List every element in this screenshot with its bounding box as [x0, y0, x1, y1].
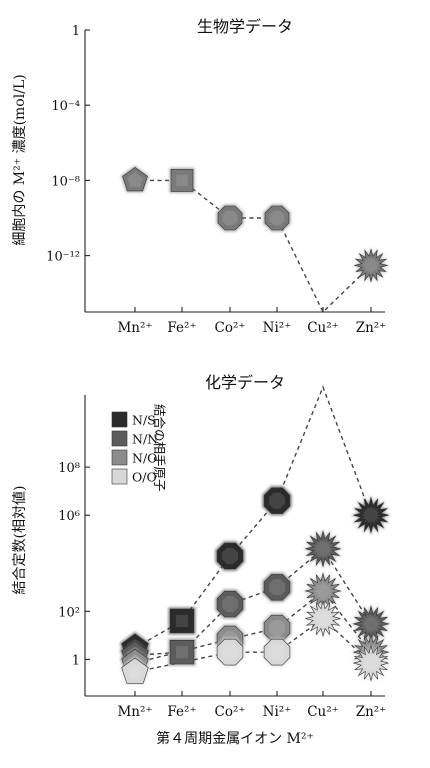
bio-x-ticks: Mn²⁺ Fe²⁺ Co²⁺ Ni²⁺ Cu²⁺ Zn²⁺ [117, 307, 386, 336]
chem-legend: 結合の相手原子 N/S N/N N/O O/O [111, 404, 167, 492]
y-tick-label: 10⁻⁴ [51, 99, 80, 114]
legend-swatch [111, 468, 128, 485]
shared-xlabel: 第４周期金属イオン M²⁺ [156, 730, 314, 747]
data-point-n-n-1 [168, 638, 196, 666]
chem-ylabel: 結合定数(相対値) [12, 486, 28, 595]
data-point-n-o-3 [262, 613, 292, 644]
data-point-bio-1 [169, 167, 195, 194]
x-tick-label: Cu²⁺ [307, 704, 339, 720]
data-point-n-n-2 [215, 589, 245, 619]
data-point-n-s-3 [262, 485, 292, 516]
series-line-bio [135, 179, 372, 314]
y-tick-label: 10⁶ [58, 509, 80, 524]
x-tick-label: Ni²⁺ [263, 320, 292, 336]
data-point-n-s-1 [168, 607, 196, 635]
data-point-o-o-3 [262, 637, 292, 668]
data-point-n-n-5 [350, 603, 392, 645]
legend-label: O/O [132, 470, 157, 485]
bio-markers [120, 165, 390, 285]
y-tick-label: 1 [72, 24, 80, 39]
chem-title: 化学データ [205, 373, 285, 392]
chem-y-ticks: 1 10² 10⁶ 10⁸ [58, 461, 90, 668]
data-point-n-n-4 [302, 528, 344, 569]
chem-x-ticks: Mn²⁺ Fe²⁺ Co²⁺ Ni²⁺ Cu²⁺ Zn²⁺ [117, 691, 386, 720]
chem-panel: 化学データ 結合定数(相対値) 1 10² 10⁶ 10⁸ Mn²⁺ Fe²⁺ Co²⁺ N… [12, 373, 392, 720]
x-tick-label: Mn²⁺ [117, 704, 152, 720]
legend-label: N/N [132, 432, 158, 447]
data-point-bio-5 [352, 246, 390, 285]
data-point-o-o-4 [302, 598, 344, 639]
data-point-n-s-5 [350, 495, 392, 536]
legend-swatch [111, 430, 128, 447]
x-tick-label: Fe²⁺ [167, 704, 196, 720]
x-tick-label: Cu²⁺ [307, 320, 339, 336]
legend-title: 結合の相手原子 [152, 404, 167, 492]
y-tick-label: 10⁻⁸ [51, 174, 80, 189]
x-tick-label: Zn²⁺ [356, 704, 387, 720]
data-point-bio-2 [216, 204, 244, 232]
data-point-n-n-3 [262, 572, 292, 603]
bio-panel: 生物学データ 細胞内の M²⁺ 濃度(mol/L) 1 10⁻⁴ 10⁻⁸ 10⁻¹²… [12, 17, 390, 336]
bio-ylabel: 細胞内の M²⁺ 濃度(mol/L) [12, 74, 28, 245]
legend-label: N/O [132, 451, 157, 466]
data-point-o-o-2 [215, 637, 245, 668]
data-point-o-o-5 [350, 642, 392, 684]
bio-series-line [135, 179, 372, 314]
data-point-bio-0 [120, 165, 150, 193]
x-tick-label: Co²⁺ [215, 704, 246, 720]
legend-label: N/S [132, 413, 156, 428]
y-tick-label: 10⁸ [58, 461, 80, 476]
data-point-bio-3 [263, 204, 291, 232]
legend-swatch [111, 449, 128, 466]
data-point-o-o-0 [119, 655, 151, 686]
bio-y-ticks: 1 10⁻⁴ 10⁻⁸ 10⁻¹² [46, 24, 90, 265]
x-tick-label: Co²⁺ [215, 320, 246, 336]
x-tick-label: Zn²⁺ [356, 320, 387, 336]
x-tick-label: Mn²⁺ [117, 320, 152, 336]
bio-title: 生物学データ [197, 17, 293, 36]
y-tick-label: 10² [58, 605, 80, 620]
y-tick-label: 1 [72, 653, 80, 668]
x-tick-label: Ni²⁺ [263, 704, 292, 720]
data-point-n-o-4 [302, 570, 344, 612]
y-tick-label: 10⁻¹² [46, 250, 80, 265]
data-point-n-s-2 [215, 541, 245, 571]
x-tick-label: Fe²⁺ [167, 320, 196, 336]
chem-markers [119, 485, 392, 686]
legend-swatch [111, 411, 128, 428]
